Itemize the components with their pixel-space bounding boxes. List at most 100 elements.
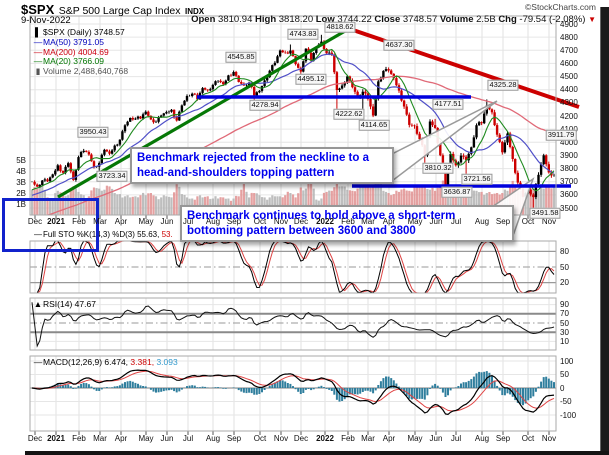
volume-value: 2.5B [476,14,496,25]
volume-axis-tick: 4B [16,166,26,176]
month-label: Sep [226,217,242,226]
month-label: Aug [205,434,221,443]
month-label: Feb [341,434,355,443]
rsi-icon: ▲ [33,299,43,309]
month-label: Jun [160,217,174,226]
rsi-axis-tick: 70 [560,309,569,319]
price-axis-tick: 3500 [560,203,578,213]
month-label: Nov [273,434,289,443]
price-callout-label: 3810.32 [422,162,454,174]
sto-d-value: 53. [161,230,173,239]
price-axis-tick: 3700 [560,177,578,187]
macd-axis-tick: 50 [560,370,569,379]
line-icon: — [33,56,43,66]
month-label: Oct [253,217,267,226]
price-callout-label: 4177.51 [432,98,464,110]
price-callout-label: 3950.43 [77,126,109,138]
month-label: Apr [114,217,128,226]
month-label: Aug [474,217,490,226]
price-callout-label: 4278.94 [249,99,281,111]
price-axis-tick: 3600 [560,190,578,200]
sto-axis-tick: 50 [560,262,569,272]
month-label: Aug [474,434,490,443]
sto-k-value: Full STO %K(14,3) %D(3) 55.63, [43,230,160,239]
month-label: Nov [541,434,557,443]
price-axis-tick: 4500 [560,72,578,82]
open-label: Open [191,14,216,25]
symbol-name: S&P 500 Large Cap Index [58,5,181,17]
month-label: Jul [450,434,462,443]
line-icon: — [33,37,43,47]
legend-ma200-label: MA(200) 4004.69 [43,46,109,57]
low-label: Low [315,14,335,25]
macd-axis-tick: -50 [560,397,572,406]
price-callout-label: 4545.85 [225,51,257,63]
chg-label: Chg [498,14,517,25]
price-axis-tick: 4300 [560,98,578,108]
stockcharts-credit: ©StockCharts.com [525,2,596,12]
month-label: Dec [27,217,43,226]
month-label: Jul [450,217,462,226]
annotation-box1-line2: head-and-shoulders topping pattern [137,166,335,179]
month-label: Nov [541,217,557,226]
price-callout-label: 4222.62 [333,108,365,120]
vertical-scrollbar[interactable] [600,7,609,455]
price-callout-label: 3721.56 [461,173,493,185]
macd-hist-value: 3.093 [156,357,178,367]
month-label: Oct [253,434,267,443]
symbol: $SPX [21,2,55,17]
month-label: Aug [205,217,221,226]
month-label: 2022 [316,434,334,443]
price-axis-tick: 4000 [560,137,578,147]
month-label: Mar [361,217,375,226]
close-value: 3748.57 [402,14,438,25]
macd-axis-tick: -100 [560,410,577,420]
volume-axis-tick: 1B [16,199,26,209]
legend-ma50: —MA(50) 3791.05 [33,37,104,47]
month-label: Jun [160,434,174,443]
price-callout-label: 4495.12 [295,73,327,85]
month-label: 2022 [316,217,334,226]
month-label: Feb [341,217,355,226]
macd-signal-value: 3.381, [130,357,155,367]
price-axis-tick: 3900 [560,150,578,160]
ohlc-quote-row: Open 3810.94 High 3818.20 Low 3744.22 Cl… [191,14,596,25]
month-label: Sep [495,434,511,443]
legend-ma200: —MA(200) 4004.69 [33,47,109,57]
chart-date: 9-Nov-2022 [21,15,71,26]
price-axis-tick: 3800 [560,164,578,174]
price-callout-label: 4637.30 [383,39,415,51]
volume-axis-tick: 2B [16,188,26,198]
price-axis-tick: 4400 [560,85,578,95]
month-label: Sep [495,217,511,226]
month-label: May [138,217,154,226]
line-icon: — [33,46,43,57]
month-label: 2021 [47,434,65,443]
month-label: May [407,434,423,443]
month-label: Mar [93,217,107,226]
annotation-box-head-and-shoulders: Benchmark rejected from the neckline to … [130,147,394,184]
legend-spx-label: $SPX (Daily) 3748.57 [43,27,125,37]
legend-ma50-label: MA(50) 3791.05 [43,37,104,47]
line-icon: — [33,357,43,367]
price-axis-tick: 4200 [560,111,578,121]
price-axis-tick: 4700 [560,45,578,55]
price-axis-tick: 4800 [560,32,578,42]
price-callout-label: 4818.62 [324,21,356,33]
month-label: Apr [382,434,396,443]
rsi-axis-tick: 10 [560,336,569,346]
price-callout-label: 3491.58 [529,207,561,219]
high-label: High [255,14,277,25]
legend-volume-label: Volume 2,488,640,768 [43,65,129,76]
bottom-border-bar [25,451,609,455]
annotation-box-bottoming-pattern: Benchmark continues to hold above a shor… [180,205,514,242]
month-label: Apr [114,434,128,443]
month-label: Dec [27,434,43,443]
price-callout-label: 3911.79 [545,129,577,141]
month-label: Jun [429,434,443,443]
chart-header: $SPX S&P 500 Large Cap Index INDX [21,1,204,19]
legend-volume: ▮ Volume 2,488,640,768 [33,66,128,77]
low-value: 3744.22 [337,14,372,25]
month-label: May [138,434,154,443]
line-icon: — [34,230,42,239]
